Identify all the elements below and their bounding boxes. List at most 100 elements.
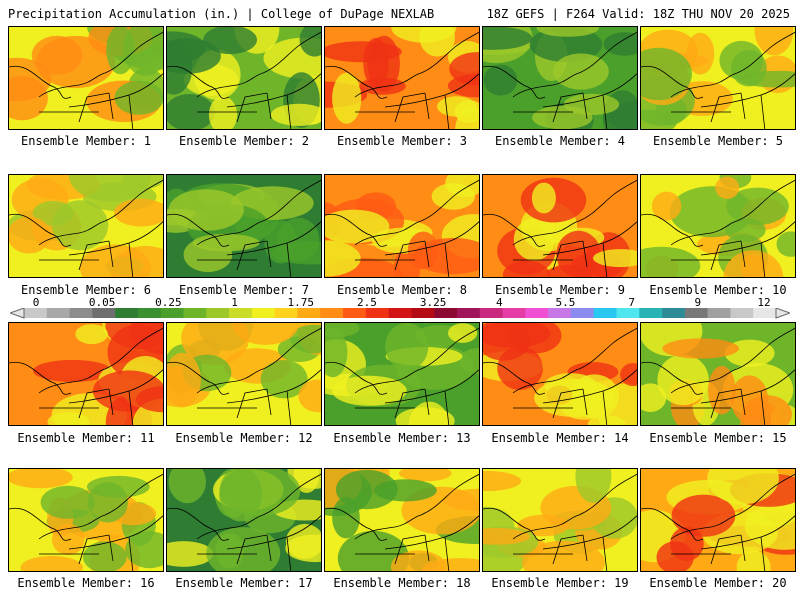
precip-contour bbox=[754, 27, 794, 56]
map-boundary bbox=[582, 92, 588, 120]
precip-contour bbox=[9, 76, 48, 121]
precip-contour bbox=[671, 494, 736, 537]
ensemble-member-label: Ensemble Member: 14 bbox=[491, 431, 629, 445]
map-boundary bbox=[262, 327, 321, 370]
precip-contour bbox=[32, 200, 74, 226]
map-boundary bbox=[736, 31, 795, 74]
precip-contour bbox=[483, 64, 518, 96]
map-boundary bbox=[641, 507, 704, 541]
map-boundary bbox=[196, 220, 264, 246]
precip-map bbox=[641, 323, 795, 425]
ensemble-member-map bbox=[324, 174, 480, 278]
precip-contour bbox=[114, 80, 163, 115]
map-boundary bbox=[740, 240, 746, 268]
ensemble-member-map bbox=[166, 322, 322, 426]
colorbar-segment bbox=[69, 308, 93, 318]
map-boundary bbox=[196, 72, 264, 98]
precip-contour bbox=[337, 530, 410, 571]
map-boundary bbox=[512, 72, 580, 98]
precip-contour bbox=[776, 231, 795, 257]
map-boundary bbox=[108, 92, 114, 120]
map-boundary bbox=[286, 536, 292, 571]
map-boundary bbox=[420, 179, 479, 222]
precip-contour bbox=[270, 103, 321, 126]
precip-contour bbox=[47, 412, 90, 425]
precip-contour bbox=[641, 246, 701, 277]
precip-contour bbox=[332, 72, 362, 124]
precip-contour bbox=[289, 324, 321, 354]
map-boundary bbox=[444, 94, 450, 129]
map-boundary bbox=[262, 473, 321, 516]
precip-contour bbox=[181, 323, 249, 366]
colorbar-segment bbox=[479, 308, 503, 318]
colorbar-segment bbox=[548, 308, 572, 318]
colorbar-segment bbox=[411, 308, 435, 318]
colorbar-tick-label: 9 bbox=[694, 296, 702, 309]
precip-contour bbox=[123, 27, 163, 76]
ensemble-member-map bbox=[8, 174, 164, 278]
colorbar-segment bbox=[183, 308, 207, 318]
colorbar-max-arrow bbox=[775, 308, 790, 319]
precip-contour bbox=[40, 485, 95, 519]
map-boundary bbox=[760, 242, 766, 277]
map-boundary bbox=[38, 368, 106, 394]
precip-contour bbox=[113, 198, 163, 227]
precip-contour bbox=[641, 383, 667, 412]
map-boundary bbox=[38, 72, 106, 98]
precip-contour bbox=[408, 401, 450, 425]
colorbar-segment bbox=[229, 308, 253, 318]
colorbar-strip bbox=[10, 308, 790, 319]
map-boundary bbox=[670, 72, 738, 98]
map-boundary bbox=[582, 534, 588, 562]
precip-contour bbox=[437, 96, 477, 117]
precip-contour bbox=[325, 240, 361, 277]
colorbar-tick-label: 0.05 bbox=[88, 296, 116, 309]
colorbar-segment bbox=[570, 308, 594, 318]
map-boundary bbox=[578, 473, 637, 516]
precip-map bbox=[641, 175, 795, 277]
map-boundary bbox=[424, 534, 430, 562]
ensemble-member-map bbox=[8, 468, 164, 572]
precip-contour bbox=[79, 244, 151, 277]
colorbar-segment bbox=[639, 308, 663, 318]
precip-contour bbox=[325, 209, 390, 244]
precip-contour bbox=[741, 395, 792, 425]
precip-contour bbox=[497, 346, 543, 391]
map-boundary bbox=[266, 388, 272, 416]
map-boundary bbox=[266, 534, 272, 562]
precip-map bbox=[641, 27, 795, 129]
precip-contour bbox=[448, 323, 478, 343]
ensemble-member-map bbox=[640, 468, 796, 572]
precip-contour bbox=[603, 32, 637, 56]
map-boundary bbox=[108, 388, 114, 416]
map-boundary bbox=[262, 179, 321, 222]
map-boundary bbox=[104, 31, 163, 74]
colorbar-segment bbox=[434, 308, 458, 318]
map-boundary bbox=[760, 390, 766, 425]
precip-contour bbox=[529, 27, 603, 62]
colorbar-segment bbox=[206, 308, 230, 318]
map-boundary bbox=[354, 368, 422, 394]
precip-contour bbox=[31, 35, 83, 75]
colorbar-tick-label: 0.25 bbox=[155, 296, 182, 309]
map-boundary bbox=[420, 327, 479, 370]
precip-contour bbox=[285, 534, 321, 563]
precip-contour bbox=[708, 365, 736, 415]
precip-contour bbox=[135, 386, 163, 413]
map-boundary bbox=[512, 514, 580, 540]
map-boundary bbox=[128, 390, 134, 425]
map-boundary bbox=[236, 534, 268, 565]
map-boundary bbox=[167, 507, 230, 541]
map-boundary bbox=[760, 94, 766, 129]
map-boundary bbox=[38, 514, 106, 540]
map-boundary bbox=[354, 514, 422, 540]
colorbar-tick-label: 1 bbox=[231, 296, 238, 309]
map-boundary bbox=[128, 536, 134, 571]
chart-title: Precipitation Accumulation (in.) | Colle… bbox=[8, 7, 435, 21]
map-boundary bbox=[760, 536, 766, 571]
colorbar-tick-label: 12 bbox=[757, 296, 771, 309]
map-boundary bbox=[354, 72, 422, 98]
ensemble-member-map bbox=[8, 322, 164, 426]
ensemble-member-label: Ensemble Member: 15 bbox=[649, 431, 787, 445]
precip-contour bbox=[260, 360, 308, 399]
